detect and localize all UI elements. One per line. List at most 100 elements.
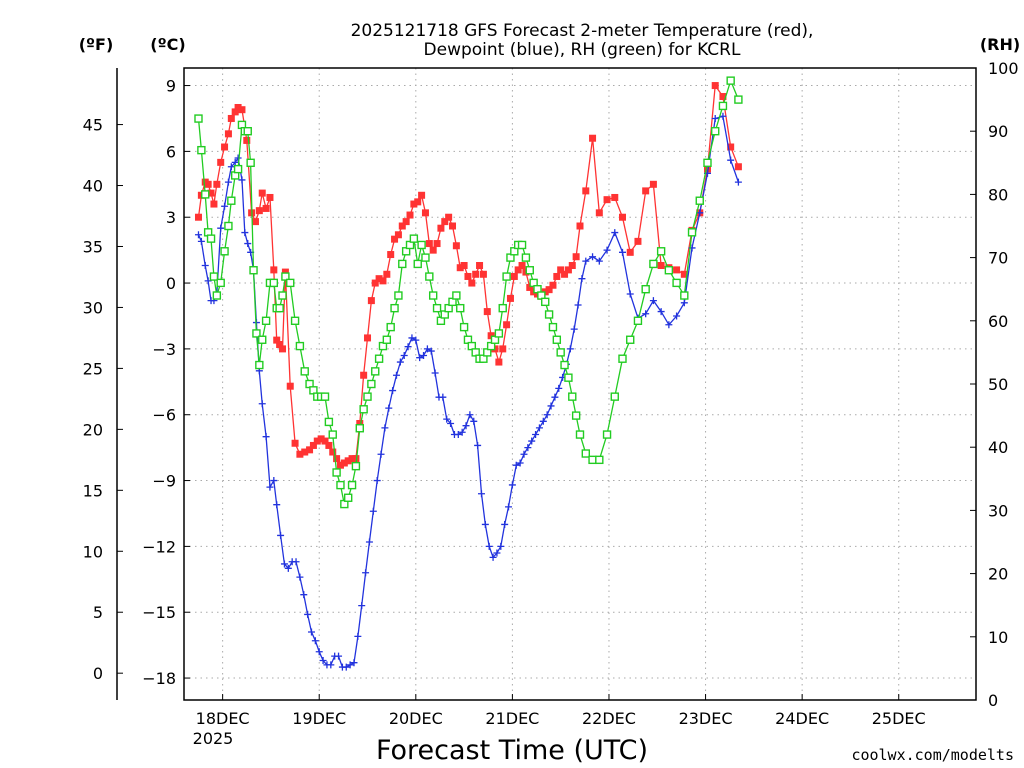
temperature-point xyxy=(410,200,418,208)
temperature-point xyxy=(306,446,314,454)
temperature-point xyxy=(344,457,352,465)
rh-point xyxy=(571,411,581,420)
temperature-point xyxy=(291,439,299,447)
rh-point xyxy=(194,114,203,123)
temperature-line xyxy=(197,83,740,467)
temperature-point xyxy=(719,93,727,101)
dewpoint-point xyxy=(377,450,385,458)
rh-point xyxy=(711,126,720,136)
dewpoint-point xyxy=(458,428,466,436)
rh-point xyxy=(300,367,309,376)
temperature-point xyxy=(210,200,218,208)
temperature-point xyxy=(456,264,464,272)
dewpoint-point xyxy=(589,253,597,261)
rh-point xyxy=(363,392,372,401)
x-tick-label: 19DEC xyxy=(292,709,346,728)
dewpoint-line-markers xyxy=(194,112,742,671)
dewpoint-point xyxy=(673,312,681,320)
temperature-point xyxy=(499,345,507,353)
temperature-point xyxy=(402,218,410,226)
dewpoint-point xyxy=(224,178,232,186)
dewpoint-point xyxy=(300,591,308,599)
temperature-point xyxy=(506,294,514,302)
temperature-point xyxy=(734,163,742,171)
dewpoint-point xyxy=(327,661,335,669)
temperature-point xyxy=(317,435,325,443)
rh-point xyxy=(575,430,585,439)
chart-title-line2: Dewpoint (blue), RH (green) for KCRL xyxy=(424,40,741,60)
temperature-line-markers xyxy=(194,82,742,469)
temperature-point xyxy=(313,437,321,445)
rh-point xyxy=(633,316,643,325)
x-tick-label: 25DEC xyxy=(872,709,926,728)
rh-point xyxy=(568,392,577,401)
rh-point xyxy=(201,190,210,199)
dewpoint-point xyxy=(342,663,350,671)
temperature-point xyxy=(673,266,681,274)
rh-point xyxy=(209,272,219,281)
temperature-point xyxy=(727,143,735,151)
grid xyxy=(184,68,976,700)
rh-point xyxy=(552,335,562,344)
temperature-point xyxy=(545,286,553,294)
dewpoint-point xyxy=(680,299,688,307)
rh-tick-label: 70 xyxy=(988,249,1008,268)
rh-line xyxy=(197,78,740,506)
x-tick-label: 22DEC xyxy=(582,709,636,728)
fahrenheit-tick-label: 20 xyxy=(83,420,103,439)
temperature-point xyxy=(433,240,441,248)
dewpoint-point xyxy=(618,248,626,256)
temperature-point xyxy=(460,262,468,269)
fahrenheit-tick-label: 15 xyxy=(83,481,103,500)
temperature-point xyxy=(437,224,445,232)
temperature-point xyxy=(255,207,263,215)
temperature-point xyxy=(383,270,391,278)
dewpoint-point xyxy=(396,358,404,366)
axes: 18DEC 19DEC 20DEC 21DEC 22DEC 23DEC 24DEC 25DEC… xyxy=(83,59,1019,728)
dewpoint-point xyxy=(649,297,657,305)
dewpoint-point xyxy=(197,237,205,245)
temperature-point xyxy=(387,251,395,259)
fahrenheit-tick-label: 45 xyxy=(83,116,103,135)
temperature-point xyxy=(356,420,364,427)
temperature-point xyxy=(445,213,453,221)
temperature-point xyxy=(561,270,569,278)
dewpoint-point xyxy=(454,430,462,438)
dewpoint-point xyxy=(389,387,397,395)
temperature-point xyxy=(680,270,688,278)
fahrenheit-tick-label: 40 xyxy=(83,177,103,196)
dewpoint-point xyxy=(350,659,358,667)
temperature-point xyxy=(476,262,484,269)
rh-point xyxy=(220,247,229,256)
temperature-point xyxy=(286,382,294,390)
rh-point xyxy=(374,354,384,363)
dewpoint-point xyxy=(570,325,578,333)
dewpoint-point xyxy=(201,262,209,269)
dewpoint-point xyxy=(535,424,543,432)
rh-point xyxy=(206,234,216,243)
rh-point xyxy=(224,221,233,231)
dewpoint-point xyxy=(566,345,574,353)
rh-point xyxy=(382,335,392,344)
dewpoint-point xyxy=(258,400,266,408)
rh-point xyxy=(355,424,364,433)
temperature-point xyxy=(711,82,719,90)
celsius-tick-label: −6 xyxy=(152,406,176,425)
temperature-point xyxy=(224,130,232,138)
dewpoint-point xyxy=(516,459,524,467)
rh-point xyxy=(588,455,597,465)
dewpoint-point xyxy=(642,310,650,318)
dewpoint-point xyxy=(574,301,582,309)
temperature-point xyxy=(204,180,212,188)
dewpoint-point xyxy=(626,290,634,298)
rh-point xyxy=(544,310,554,319)
temperature-point xyxy=(626,248,634,256)
rh-point xyxy=(564,373,573,382)
rh-tick-label: 10 xyxy=(988,628,1008,647)
temperature-point xyxy=(611,193,619,201)
fahrenheit-unit-label: (ºF) xyxy=(79,35,114,54)
dewpoint-point xyxy=(582,257,590,265)
temperature-point xyxy=(518,262,526,269)
dewpoint-point xyxy=(493,549,501,557)
fahrenheit-tick-label: 10 xyxy=(83,542,103,561)
